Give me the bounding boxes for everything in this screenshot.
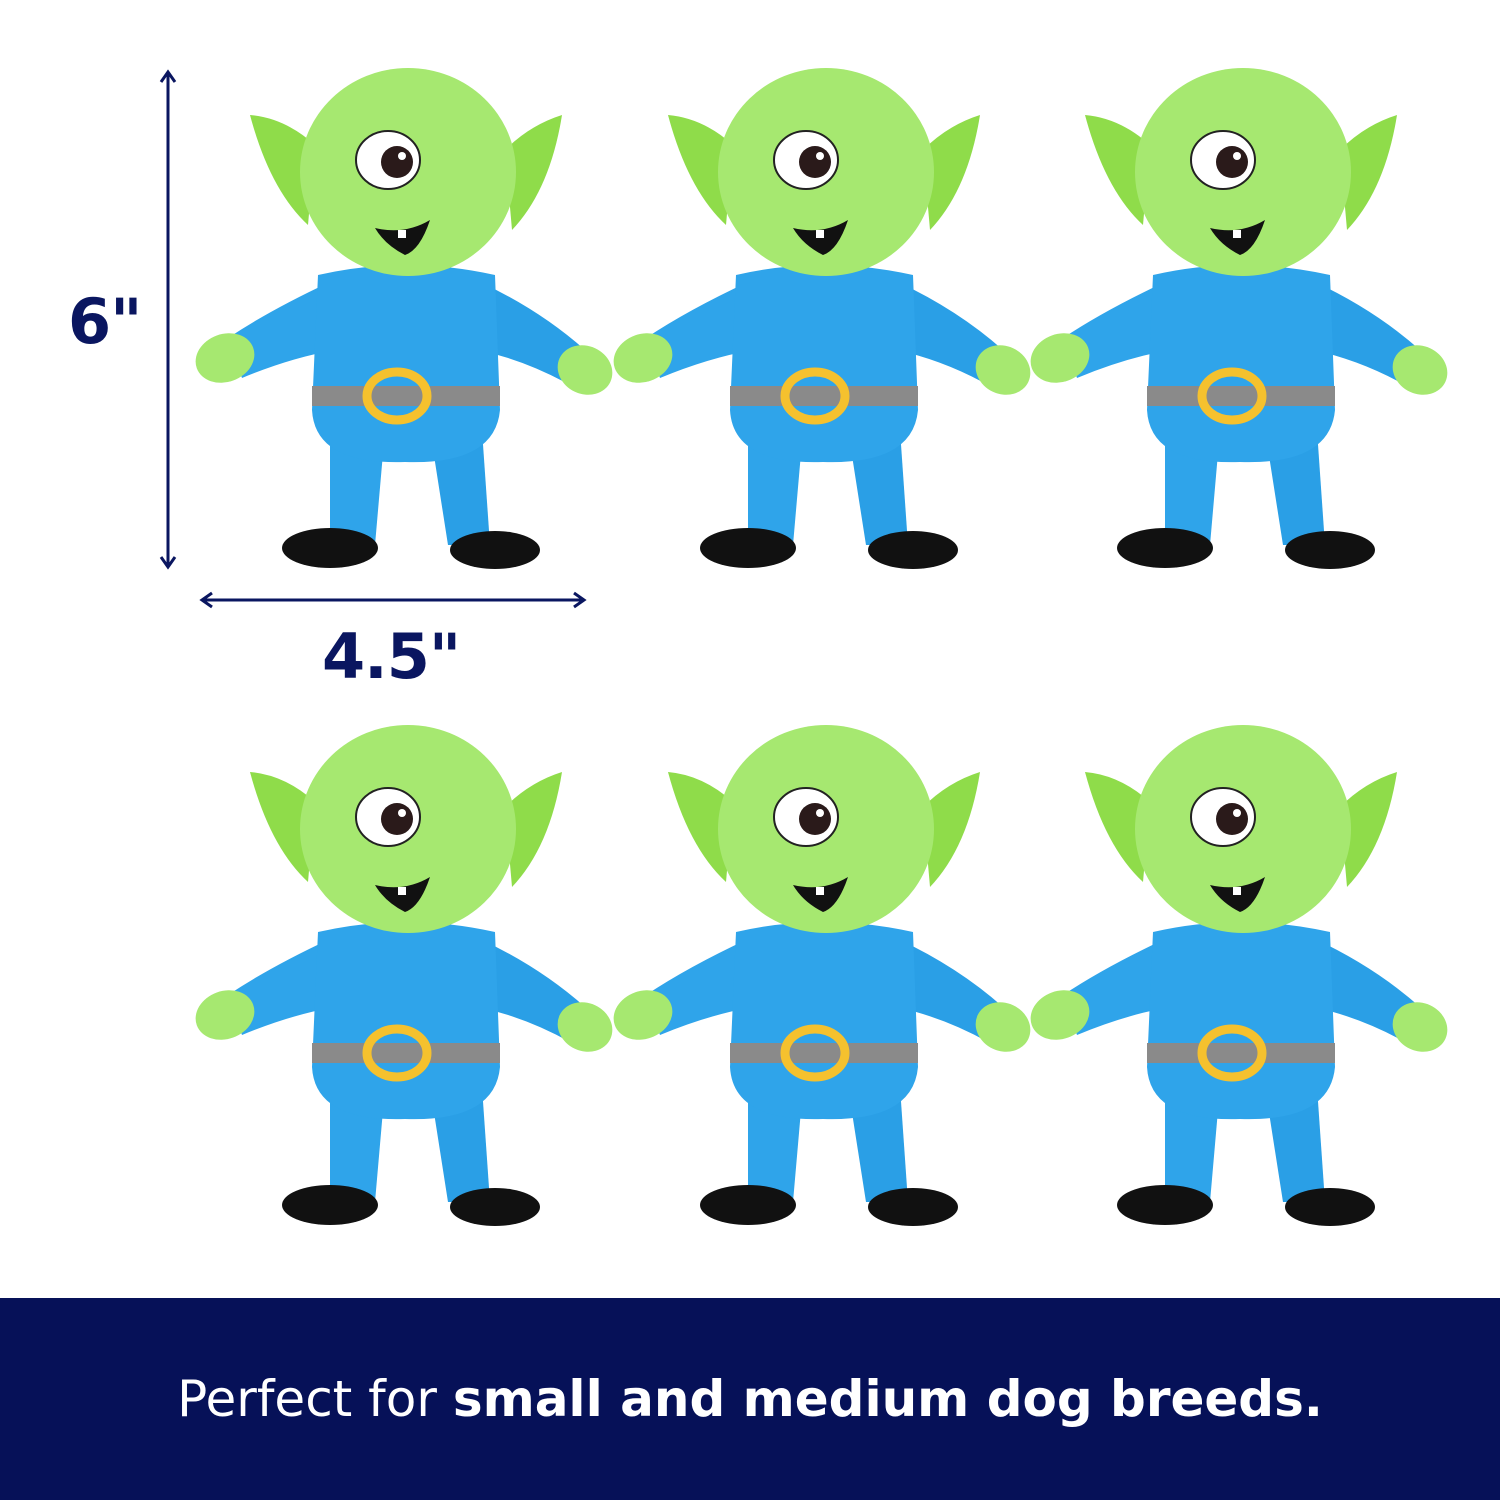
alien-toy — [607, 725, 1039, 1226]
height-dimension-line — [159, 69, 177, 570]
banner-text-bold: small and medium dog breeds. — [452, 1370, 1323, 1428]
width-label: 4.5" — [322, 620, 461, 693]
alien-toy — [1024, 725, 1456, 1226]
height-label: 6" — [68, 285, 142, 358]
alien-toy — [607, 68, 1039, 569]
width-dimension-line — [199, 591, 587, 609]
alien-toy — [1024, 68, 1456, 569]
alien-toy — [189, 68, 621, 569]
banner-text-regular: Perfect for — [177, 1370, 453, 1428]
alien-toy — [189, 725, 621, 1226]
info-banner: Perfect for small and medium dog breeds. — [0, 1298, 1500, 1500]
